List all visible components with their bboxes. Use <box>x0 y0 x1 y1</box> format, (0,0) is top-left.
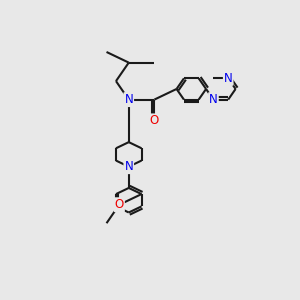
Text: O: O <box>115 198 124 211</box>
Text: N: N <box>124 93 133 106</box>
Text: O: O <box>150 114 159 128</box>
Text: N: N <box>209 93 218 106</box>
Text: N: N <box>124 160 133 173</box>
Text: N: N <box>224 72 233 85</box>
